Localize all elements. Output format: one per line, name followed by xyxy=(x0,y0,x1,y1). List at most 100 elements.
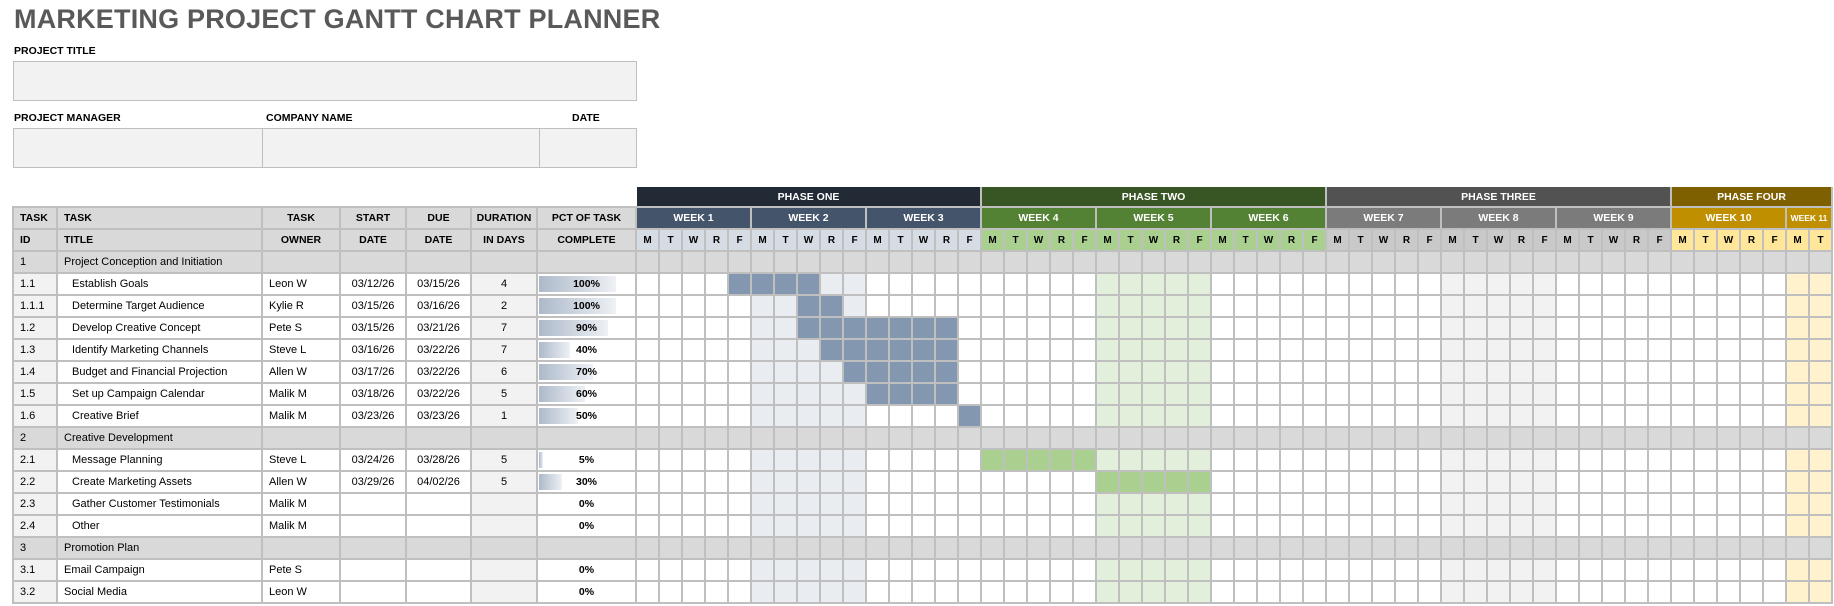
gantt-cell[interactable] xyxy=(913,450,936,472)
gantt-cell[interactable] xyxy=(936,406,959,428)
gantt-bar-cell[interactable] xyxy=(1143,472,1166,494)
gantt-cell[interactable] xyxy=(1028,362,1051,384)
gantt-cell[interactable] xyxy=(1235,318,1258,340)
gantt-cell[interactable] xyxy=(1442,582,1465,604)
gantt-cell[interactable] xyxy=(959,560,982,582)
gantt-cell[interactable] xyxy=(1488,560,1511,582)
gantt-cell[interactable] xyxy=(913,274,936,296)
gantt-cell[interactable] xyxy=(1097,560,1120,582)
due-date[interactable]: 03/23/26 xyxy=(407,406,472,428)
gantt-cell[interactable] xyxy=(1465,340,1488,362)
gantt-cell[interactable] xyxy=(1488,296,1511,318)
gantt-cell[interactable] xyxy=(1258,318,1281,340)
gantt-bar-cell[interactable] xyxy=(867,340,890,362)
gantt-cell[interactable] xyxy=(1534,384,1557,406)
gantt-cell[interactable] xyxy=(1534,560,1557,582)
gantt-cell[interactable] xyxy=(844,516,867,538)
gantt-cell[interactable] xyxy=(1810,582,1833,604)
gantt-cell[interactable] xyxy=(660,406,683,428)
gantt-cell[interactable] xyxy=(1396,384,1419,406)
gantt-cell[interactable] xyxy=(1672,296,1695,318)
gantt-cell[interactable] xyxy=(1005,494,1028,516)
gantt-bar-cell[interactable] xyxy=(936,318,959,340)
gantt-cell[interactable] xyxy=(775,296,798,318)
gantt-cell[interactable] xyxy=(637,406,660,428)
gantt-cell[interactable] xyxy=(1718,472,1741,494)
gantt-cell[interactable] xyxy=(683,384,706,406)
gantt-cell[interactable] xyxy=(1419,494,1442,516)
gantt-cell[interactable] xyxy=(1534,362,1557,384)
gantt-cell[interactable] xyxy=(775,560,798,582)
gantt-cell[interactable] xyxy=(867,472,890,494)
gantt-cell[interactable] xyxy=(706,582,729,604)
gantt-cell[interactable] xyxy=(936,450,959,472)
gantt-cell[interactable] xyxy=(1465,296,1488,318)
gantt-cell[interactable] xyxy=(1051,582,1074,604)
gantt-cell[interactable] xyxy=(1580,340,1603,362)
gantt-cell[interactable] xyxy=(1051,472,1074,494)
gantt-cell[interactable] xyxy=(1465,560,1488,582)
gantt-cell[interactable] xyxy=(1649,406,1672,428)
gantt-bar-cell[interactable] xyxy=(1074,450,1097,472)
gantt-cell[interactable] xyxy=(1189,274,1212,296)
gantt-cell[interactable] xyxy=(1327,362,1350,384)
task-owner[interactable]: Steve L xyxy=(263,340,341,362)
gantt-cell[interactable] xyxy=(1005,560,1028,582)
gantt-cell[interactable] xyxy=(1649,296,1672,318)
gantt-cell[interactable] xyxy=(1534,450,1557,472)
gantt-bar-cell[interactable] xyxy=(844,340,867,362)
gantt-cell[interactable] xyxy=(1350,340,1373,362)
gantt-bar-cell[interactable] xyxy=(959,406,982,428)
task-owner[interactable]: Pete S xyxy=(263,318,341,340)
gantt-cell[interactable] xyxy=(1120,450,1143,472)
gantt-cell[interactable] xyxy=(1373,406,1396,428)
gantt-cell[interactable] xyxy=(1787,274,1810,296)
pct-complete[interactable]: 50% xyxy=(538,406,637,428)
gantt-cell[interactable] xyxy=(1281,406,1304,428)
gantt-cell[interactable] xyxy=(1672,450,1695,472)
gantt-cell[interactable] xyxy=(844,582,867,604)
gantt-bar-cell[interactable] xyxy=(867,384,890,406)
gantt-cell[interactable] xyxy=(1442,516,1465,538)
gantt-bar-cell[interactable] xyxy=(982,450,1005,472)
gantt-cell[interactable] xyxy=(683,340,706,362)
gantt-cell[interactable] xyxy=(1764,362,1787,384)
gantt-cell[interactable] xyxy=(982,516,1005,538)
gantt-cell[interactable] xyxy=(1189,560,1212,582)
gantt-cell[interactable] xyxy=(1649,472,1672,494)
gantt-cell[interactable] xyxy=(1741,472,1764,494)
gantt-cell[interactable] xyxy=(1488,362,1511,384)
gantt-cell[interactable] xyxy=(1005,516,1028,538)
gantt-cell[interactable] xyxy=(775,516,798,538)
gantt-cell[interactable] xyxy=(1580,406,1603,428)
gantt-cell[interactable] xyxy=(1649,384,1672,406)
gantt-cell[interactable] xyxy=(1166,340,1189,362)
gantt-cell[interactable] xyxy=(1143,274,1166,296)
gantt-cell[interactable] xyxy=(1212,274,1235,296)
gantt-cell[interactable] xyxy=(1373,560,1396,582)
gantt-cell[interactable] xyxy=(1672,274,1695,296)
gantt-cell[interactable] xyxy=(775,472,798,494)
gantt-cell[interactable] xyxy=(706,450,729,472)
gantt-cell[interactable] xyxy=(959,362,982,384)
gantt-cell[interactable] xyxy=(1557,560,1580,582)
gantt-cell[interactable] xyxy=(959,296,982,318)
gantt-cell[interactable] xyxy=(1810,516,1833,538)
gantt-cell[interactable] xyxy=(1028,274,1051,296)
gantt-cell[interactable] xyxy=(1810,560,1833,582)
gantt-cell[interactable] xyxy=(706,362,729,384)
gantt-cell[interactable] xyxy=(1235,560,1258,582)
gantt-cell[interactable] xyxy=(982,472,1005,494)
gantt-cell[interactable] xyxy=(1672,362,1695,384)
gantt-cell[interactable] xyxy=(1212,406,1235,428)
gantt-cell[interactable] xyxy=(1189,516,1212,538)
gantt-cell[interactable] xyxy=(775,406,798,428)
gantt-cell[interactable] xyxy=(1810,340,1833,362)
gantt-cell[interactable] xyxy=(660,516,683,538)
gantt-cell[interactable] xyxy=(1189,450,1212,472)
gantt-bar-cell[interactable] xyxy=(1005,450,1028,472)
gantt-cell[interactable] xyxy=(1810,472,1833,494)
gantt-cell[interactable] xyxy=(867,560,890,582)
gantt-cell[interactable] xyxy=(1258,406,1281,428)
gantt-cell[interactable] xyxy=(1028,406,1051,428)
